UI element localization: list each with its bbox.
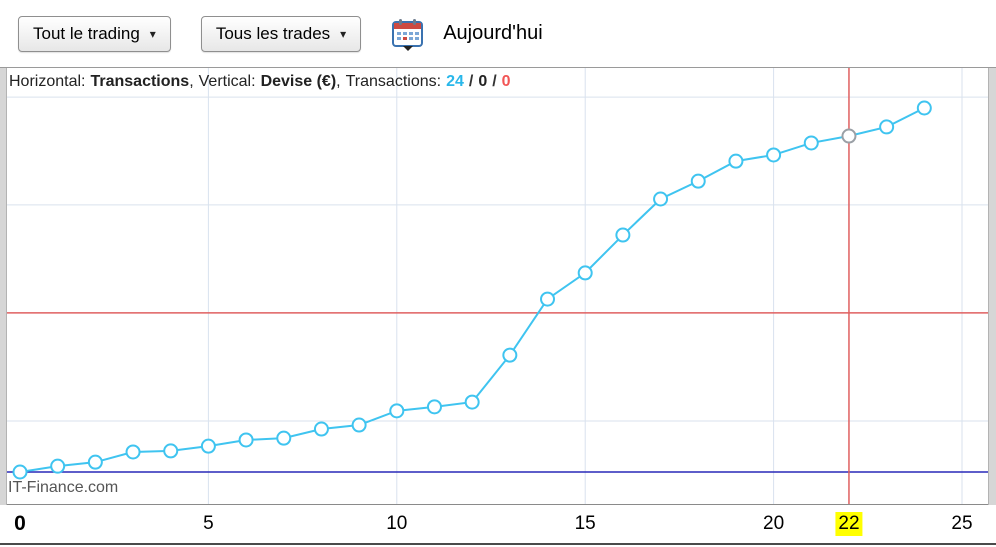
equity-curve-chart[interactable] xyxy=(0,68,996,505)
trades-filter-dropdown[interactable]: Tous les trades ▾ xyxy=(200,15,362,52)
vertical-axis-label: Vertical: xyxy=(198,73,256,90)
equity-curve-line xyxy=(19,107,925,473)
calendar-icon xyxy=(391,18,427,54)
data-point xyxy=(540,291,556,307)
data-point xyxy=(200,438,216,454)
data-point xyxy=(313,421,329,437)
x-tick: 15 xyxy=(574,513,596,534)
data-point xyxy=(12,464,28,480)
x-tick: 0 xyxy=(14,512,26,535)
date-label: Aujourd'hui xyxy=(443,22,543,44)
chevron-down-icon: ▾ xyxy=(340,26,347,41)
trading-filter-label: Tout le trading xyxy=(33,23,140,43)
horizontal-axis-label: Horizontal: xyxy=(9,73,86,90)
x-tick-selected: 22 xyxy=(835,512,863,536)
separator: , xyxy=(189,73,194,90)
x-tick: 10 xyxy=(386,513,408,534)
x-tick: 20 xyxy=(763,513,785,534)
data-point xyxy=(879,119,895,135)
watermark: IT-Finance.com xyxy=(8,479,119,496)
horizontal-axis-value: Transactions xyxy=(90,73,190,90)
data-point xyxy=(125,444,141,460)
data-point xyxy=(87,454,103,470)
data-point xyxy=(803,135,819,151)
chevron-down-icon: ▾ xyxy=(149,26,156,41)
trading-filter-dropdown[interactable]: Tout le trading ▾ xyxy=(18,15,171,52)
transactions-count-neutral: 0 xyxy=(478,73,488,90)
data-point xyxy=(615,227,631,243)
x-axis: 0 5 10 15 20 22 25 xyxy=(0,505,996,545)
data-point xyxy=(163,443,179,459)
toolbar: Tout le trading ▾ Tous les trades ▾ Aujour… xyxy=(0,0,996,67)
data-point xyxy=(238,432,254,448)
separator: , xyxy=(336,73,341,90)
data-point xyxy=(389,403,405,419)
data-point xyxy=(577,265,593,281)
data-point xyxy=(916,100,932,116)
data-point xyxy=(690,173,706,189)
vertical-axis-value: Devise (€) xyxy=(260,73,337,90)
x-tick: 5 xyxy=(203,513,214,534)
data-point xyxy=(276,430,292,446)
data-point-selected xyxy=(841,128,857,144)
data-point xyxy=(50,458,66,474)
transactions-count-total: 24 xyxy=(446,73,464,90)
separator: / xyxy=(468,73,474,90)
data-point xyxy=(728,153,744,169)
transactions-count-label: Transactions: xyxy=(345,73,442,90)
trades-filter-label: Tous les trades xyxy=(215,23,331,43)
data-point xyxy=(766,147,782,163)
transactions-count-negative: 0 xyxy=(501,73,511,90)
data-point xyxy=(351,417,367,433)
panel-edge-left xyxy=(0,68,7,505)
data-point xyxy=(426,399,442,415)
data-point xyxy=(502,347,518,363)
data-point xyxy=(464,394,480,410)
x-tick: 25 xyxy=(951,513,973,534)
chart-panel: Horizontal: Transactions, Vertical: Devise … xyxy=(0,67,996,547)
separator: / xyxy=(492,73,497,90)
chart-header: Horizontal: Transactions, Vertical: Devise … xyxy=(9,73,511,91)
data-point xyxy=(653,191,669,207)
calendar-button[interactable] xyxy=(391,17,427,51)
panel-edge-right xyxy=(988,68,996,505)
